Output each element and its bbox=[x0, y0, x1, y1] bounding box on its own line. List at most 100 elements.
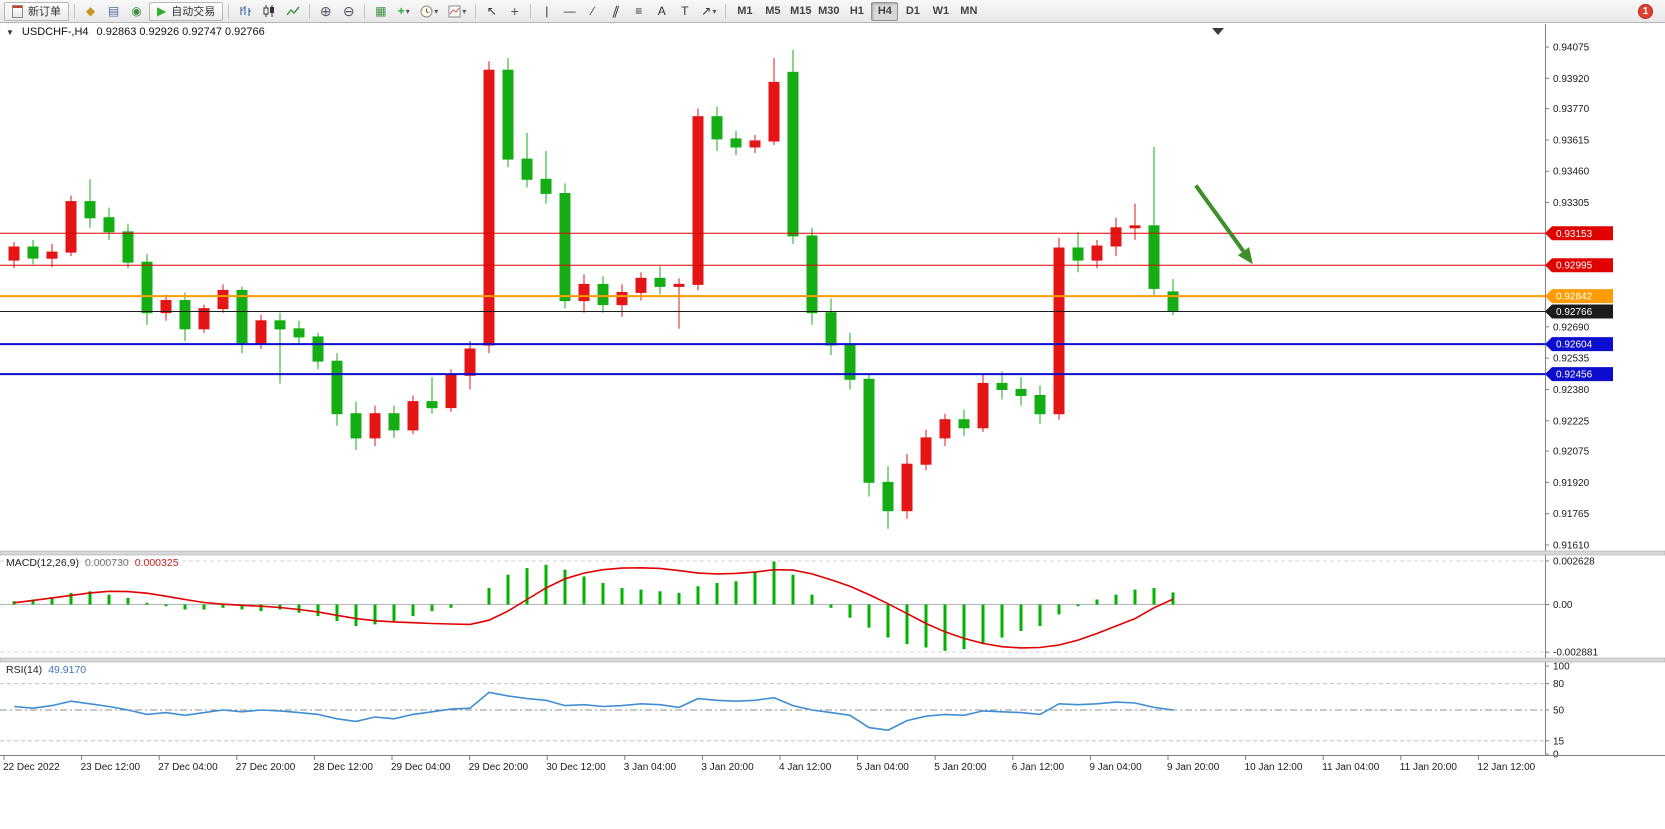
templates-button[interactable]: ▾ bbox=[444, 2, 470, 21]
svg-text:0.93305: 0.93305 bbox=[1553, 198, 1590, 209]
rsi-title: RSI(14) 49.9170 bbox=[6, 664, 86, 676]
svg-text:0.92075: 0.92075 bbox=[1553, 447, 1590, 458]
annotation-arrow[interactable] bbox=[1194, 184, 1253, 265]
macd-name: MACD(12,26,9) bbox=[6, 557, 79, 569]
indicators-button[interactable]: + ▾ bbox=[393, 2, 414, 21]
timeframe-m5[interactable]: M5 bbox=[765, 5, 781, 17]
zoom-out-button[interactable]: ⊖ bbox=[338, 2, 359, 21]
timeframe-group: M1 M5 M15 M30 H1 H4 D1 W1 MN bbox=[731, 1, 982, 21]
zoom-in-button[interactable]: ⊕ bbox=[315, 2, 336, 21]
level-lines[interactable]: 0.93153 0.92995 0.92842 0.92766 0.92604 0.924… bbox=[0, 226, 1613, 382]
dropdown-icon: ▾ bbox=[712, 6, 717, 16]
timeframe-m1[interactable]: M1 bbox=[737, 5, 753, 17]
symbols-button[interactable]: ◆ bbox=[80, 2, 101, 21]
svg-text:0.002628: 0.002628 bbox=[1553, 557, 1595, 568]
bar-chart-icon bbox=[240, 6, 252, 16]
vertical-line-button[interactable]: | bbox=[536, 2, 557, 21]
trendline-icon: ∕ bbox=[591, 4, 594, 18]
svg-text:0.93920: 0.93920 bbox=[1553, 74, 1590, 85]
timeframe-h4[interactable]: H4 bbox=[871, 1, 899, 21]
timeframe-m15[interactable]: M15 bbox=[790, 5, 812, 17]
cursor-button[interactable]: ↖ bbox=[481, 2, 502, 21]
svg-text:3 Jan 04:00: 3 Jan 04:00 bbox=[624, 762, 677, 773]
auto-trading-label: 自动交易 bbox=[171, 6, 216, 18]
toolbar-separator bbox=[74, 3, 75, 19]
horizontal-line-icon: — bbox=[563, 4, 576, 18]
rsi-separator[interactable] bbox=[0, 657, 1665, 663]
text-label-button[interactable]: T bbox=[674, 2, 695, 21]
navigator-button[interactable]: ◉ bbox=[126, 2, 147, 21]
price-tag bbox=[1545, 289, 1613, 304]
svg-text:15: 15 bbox=[1553, 736, 1565, 747]
svg-text:50: 50 bbox=[1553, 706, 1565, 717]
svg-text:6 Jan 12:00: 6 Jan 12:00 bbox=[1012, 762, 1065, 773]
svg-text:9 Jan 04:00: 9 Jan 04:00 bbox=[1089, 762, 1142, 773]
macd-panel: 0.002628 0.00 -0.002881 bbox=[0, 557, 1598, 659]
svg-text:0.93153: 0.93153 bbox=[1556, 229, 1593, 240]
svg-text:100: 100 bbox=[1553, 662, 1570, 673]
timeframe-w1[interactable]: W1 bbox=[932, 5, 950, 17]
candlestick-button[interactable] bbox=[258, 2, 280, 21]
price-axis[interactable]: 0.94075 0.93920 0.93770 0.93615 0.93460 0.933… bbox=[1545, 24, 1590, 755]
channel-button[interactable]: ∥ bbox=[605, 2, 626, 21]
market-watch-icon: ▤ bbox=[107, 4, 120, 18]
tile-windows-button[interactable]: ▦ bbox=[370, 2, 391, 21]
timeframe-m30[interactable]: M30 bbox=[818, 5, 840, 17]
vertical-line-icon: | bbox=[545, 4, 549, 18]
svg-text:-0.002881: -0.002881 bbox=[1553, 648, 1598, 659]
candlestick-icon bbox=[263, 5, 275, 17]
zoom-in-icon: ⊕ bbox=[319, 3, 332, 19]
symbols-icon: ◆ bbox=[85, 4, 96, 18]
macd-histogram bbox=[12, 561, 1175, 651]
horizontal-line-button[interactable]: — bbox=[559, 2, 580, 21]
macd-signal-value: 0.000325 bbox=[134, 557, 179, 569]
price-tag bbox=[1545, 226, 1613, 241]
toolbar-separator bbox=[228, 3, 230, 19]
text-button[interactable]: A bbox=[651, 2, 672, 21]
periods-button[interactable]: ▾ bbox=[416, 2, 442, 21]
new-order-icon bbox=[12, 4, 23, 18]
svg-text:10 Jan 12:00: 10 Jan 12:00 bbox=[1245, 762, 1303, 773]
svg-text:0.92380: 0.92380 bbox=[1553, 385, 1590, 396]
price-tag bbox=[1545, 304, 1613, 319]
line-chart-button[interactable] bbox=[282, 2, 304, 21]
macd-separator[interactable] bbox=[0, 550, 1665, 556]
trendline-button[interactable]: ∕ bbox=[582, 2, 603, 21]
svg-text:0.94075: 0.94075 bbox=[1553, 43, 1590, 54]
one-click-trading-arrow[interactable]: ▼ bbox=[6, 27, 14, 37]
timeframe-mn[interactable]: MN bbox=[960, 5, 978, 17]
svg-text:5 Jan 20:00: 5 Jan 20:00 bbox=[934, 762, 987, 773]
svg-text:4 Jan 12:00: 4 Jan 12:00 bbox=[779, 762, 832, 773]
time-axis[interactable]: 22 Dec 2022 23 Dec 12:00 27 Dec 04:00 27 De… bbox=[0, 755, 1665, 774]
svg-text:30 Dec 12:00: 30 Dec 12:00 bbox=[546, 762, 606, 773]
channel-icon: ∥ bbox=[610, 4, 622, 18]
new-order-label: 新订单 bbox=[28, 6, 61, 18]
bar-chart-button[interactable] bbox=[234, 2, 256, 21]
rsi-panel: 1008050150 bbox=[0, 662, 1570, 761]
svg-text:0.93770: 0.93770 bbox=[1553, 104, 1590, 115]
svg-text:27 Dec 04:00: 27 Dec 04:00 bbox=[158, 762, 218, 773]
template-icon bbox=[448, 5, 461, 17]
market-watch-button[interactable]: ▤ bbox=[103, 2, 124, 21]
toolbar-separator bbox=[725, 3, 727, 19]
text-icon: A bbox=[657, 4, 666, 18]
svg-text:0.92456: 0.92456 bbox=[1556, 370, 1593, 381]
dropdown-icon: ▾ bbox=[462, 6, 467, 16]
timeframe-d1[interactable]: D1 bbox=[905, 5, 920, 17]
clock-icon bbox=[420, 5, 433, 17]
chart-shift-marker[interactable] bbox=[1212, 28, 1224, 35]
fibonacci-button[interactable]: ≡ bbox=[628, 2, 649, 21]
tile-windows-icon: ▦ bbox=[375, 4, 387, 18]
svg-text:29 Dec 04:00: 29 Dec 04:00 bbox=[391, 762, 451, 773]
notification-badge[interactable]: 1 bbox=[1638, 3, 1653, 19]
svg-text:27 Dec 20:00: 27 Dec 20:00 bbox=[236, 762, 296, 773]
timeframe-h1[interactable]: H1 bbox=[849, 5, 864, 17]
arrows-button[interactable]: ↗ ▾ bbox=[697, 2, 720, 21]
auto-trading-button[interactable]: ▶ 自动交易 bbox=[149, 1, 224, 21]
macd-title: MACD(12,26,9) 0.000730 0.000325 bbox=[6, 557, 179, 569]
rsi-line bbox=[13, 691, 1174, 732]
new-order-button[interactable]: 新订单 bbox=[4, 1, 69, 21]
svg-text:12 Jan 12:00: 12 Jan 12:00 bbox=[1477, 762, 1535, 773]
crosshair-button[interactable]: + bbox=[504, 2, 525, 21]
